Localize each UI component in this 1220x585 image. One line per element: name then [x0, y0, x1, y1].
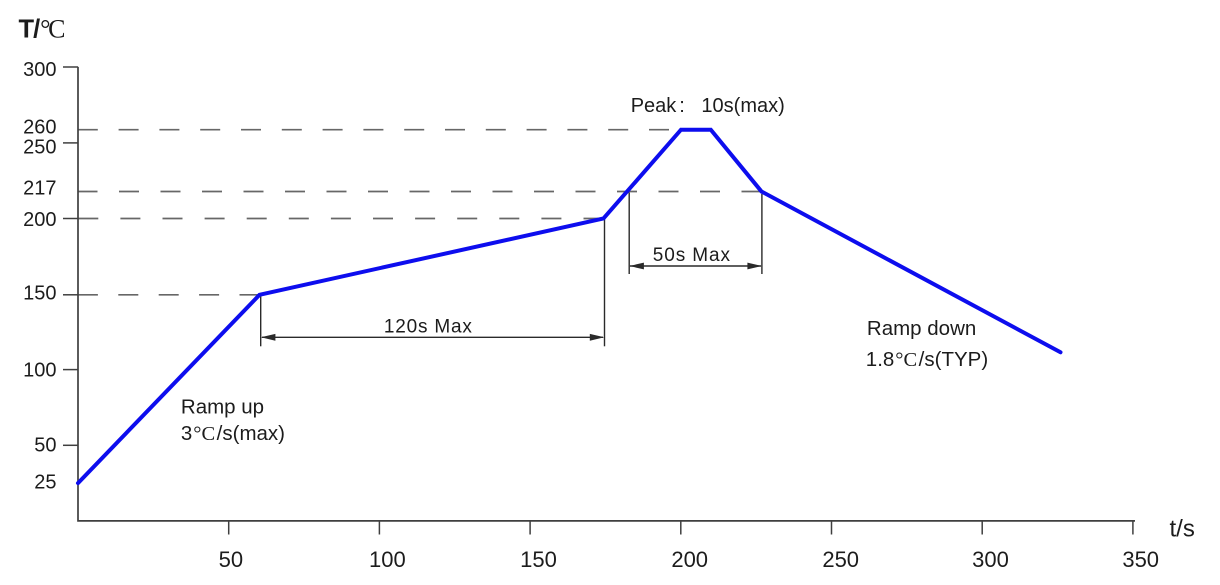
- svg-text:50s Max: 50s Max: [653, 245, 731, 266]
- svg-text:350: 350: [1122, 547, 1159, 572]
- svg-text:300: 300: [23, 59, 56, 81]
- svg-text:T/°C: T/°C: [19, 14, 66, 43]
- svg-text:200: 200: [671, 547, 708, 572]
- svg-text:25: 25: [34, 471, 56, 493]
- svg-text:1.8°C/s(TYP): 1.8°C/s(TYP): [866, 348, 988, 371]
- svg-text:Ramp down: Ramp down: [867, 317, 976, 340]
- svg-text:217: 217: [23, 177, 56, 199]
- svg-text:260: 260: [23, 117, 56, 139]
- svg-text:3°C/s(max): 3°C/s(max): [181, 422, 285, 445]
- svg-text:200: 200: [23, 209, 56, 231]
- svg-text:150: 150: [520, 547, 557, 572]
- svg-text:150: 150: [23, 282, 56, 304]
- svg-text:t/s: t/s: [1170, 516, 1195, 543]
- svg-text:50: 50: [219, 547, 243, 572]
- svg-text:120s Max: 120s Max: [384, 316, 473, 337]
- svg-text:100: 100: [369, 547, 406, 572]
- svg-text:100: 100: [23, 360, 56, 382]
- svg-text:300: 300: [972, 547, 1009, 572]
- svg-text:250: 250: [822, 547, 859, 572]
- svg-text:Peak: 10s(max): Peak: 10s(max): [631, 95, 785, 117]
- svg-text:50: 50: [34, 435, 56, 457]
- svg-text:Ramp up: Ramp up: [181, 395, 264, 418]
- svg-text:250: 250: [23, 136, 56, 158]
